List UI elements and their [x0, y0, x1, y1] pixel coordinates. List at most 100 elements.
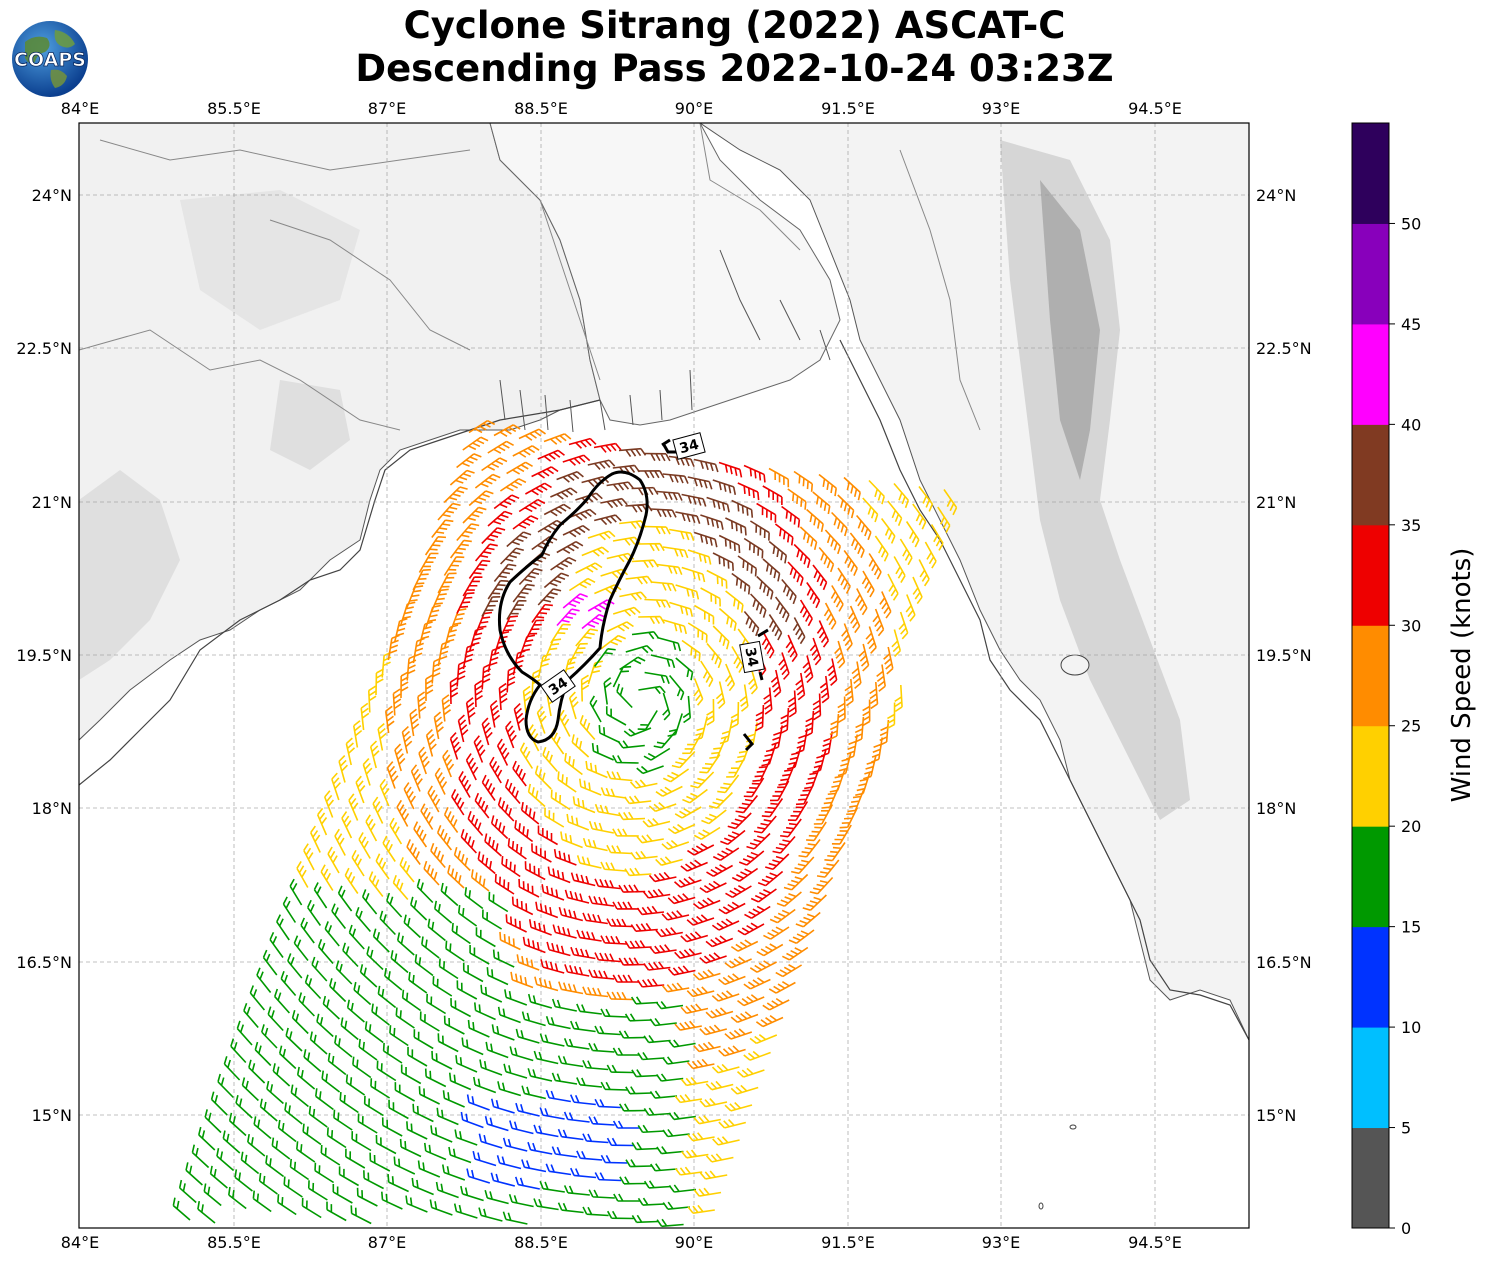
wind-barb — [725, 517, 747, 536]
colorbar-tick-label: 30 — [1401, 616, 1421, 635]
wind-barb — [631, 1214, 659, 1224]
map-title: Cyclone Sitrang (2022) ASCAT-C Descendin… — [0, 4, 1469, 90]
wind-barb — [755, 1014, 784, 1028]
wind-barb — [618, 884, 646, 893]
wind-barb — [706, 569, 728, 589]
wind-barb — [481, 663, 492, 690]
wind-barb — [606, 844, 633, 855]
colorbar-ticks: 0 5 10 15 20 25 30 35 40 45 50 — [1389, 214, 1421, 1238]
wind-barb — [431, 588, 449, 611]
wind-barb — [400, 601, 416, 626]
wind-barb — [770, 669, 782, 698]
wind-barb — [335, 960, 353, 985]
wind-barb — [272, 1063, 291, 1087]
wind-barb — [667, 893, 696, 905]
wind-barb — [568, 437, 597, 449]
lon-tick-bottom-4: 90°E — [675, 1233, 713, 1252]
wind-barb — [612, 606, 641, 617]
wind-barb — [451, 922, 471, 945]
wind-barb — [413, 821, 428, 848]
coast-odisha — [79, 399, 601, 786]
wind-barb — [363, 1170, 384, 1190]
wind-barb — [313, 882, 328, 909]
wind-barb — [456, 592, 475, 614]
wind-barb — [849, 532, 865, 559]
lon-tick-top-4: 90°E — [675, 99, 713, 118]
wind-barb — [259, 1098, 278, 1122]
wind-barb — [616, 683, 633, 709]
wind-barb — [606, 1064, 634, 1074]
wind-barb — [382, 835, 396, 862]
wind-barb — [625, 1086, 653, 1095]
wind-barb — [487, 440, 514, 454]
wind-barb — [743, 1050, 771, 1061]
wind-barb — [711, 990, 740, 1002]
lon-tick-bottom-2: 87°E — [368, 1233, 406, 1252]
colorbar-tick-label: 0 — [1401, 1219, 1411, 1238]
wind-barb — [384, 967, 403, 991]
wind-barb — [894, 684, 903, 713]
wind-barb — [774, 523, 794, 546]
wind-barb — [630, 996, 659, 1005]
wind-barb — [521, 1085, 546, 1100]
wind-barb — [363, 1095, 384, 1117]
wind-barb — [831, 824, 852, 845]
wind-barb — [692, 897, 721, 910]
wind-barb — [327, 1052, 347, 1076]
lon-tick-bottom-1: 85.5°E — [207, 1233, 261, 1252]
wind-barb — [876, 664, 886, 692]
wind-barb — [505, 720, 517, 749]
wind-barb — [770, 725, 783, 751]
wind-barb — [874, 535, 889, 562]
wind-barb — [235, 1095, 253, 1119]
wind-barb — [644, 525, 671, 535]
wind-barb — [727, 812, 752, 830]
wind-barb — [600, 497, 628, 509]
wind-barb — [795, 783, 815, 806]
wind-barb — [519, 742, 534, 769]
wind-barb — [631, 1069, 659, 1078]
wind-barb — [600, 1008, 627, 1018]
wind-barb — [788, 929, 815, 945]
colorbar-tick-label: 5 — [1401, 1119, 1411, 1138]
wind-barb — [424, 535, 447, 556]
wind-barb — [623, 727, 652, 737]
contour-label-1: 34 — [672, 432, 706, 460]
wind-barb — [650, 581, 677, 592]
wind-barb — [356, 1187, 378, 1207]
wind-barb — [533, 1198, 559, 1211]
wind-barb — [588, 969, 615, 980]
wind-barb — [535, 901, 559, 919]
wind-barb — [699, 754, 721, 774]
wind-barb — [493, 563, 517, 583]
wind-barb — [542, 746, 559, 773]
wind-barb — [718, 1045, 746, 1057]
wind-barb — [553, 848, 577, 866]
wind-barb — [484, 1116, 509, 1132]
wind-barb — [724, 663, 736, 692]
wind-barb — [582, 1206, 609, 1217]
wind-barb — [642, 888, 671, 899]
wind-barb — [509, 1046, 534, 1062]
wind-barb — [478, 1133, 503, 1149]
wind-barb — [276, 914, 290, 941]
wind-barb — [812, 491, 831, 515]
wind-barb — [490, 815, 509, 840]
wind-barb — [705, 935, 734, 948]
wind-barb — [756, 575, 774, 600]
wind-barb — [570, 872, 596, 887]
wind-barb — [464, 887, 484, 910]
contour-34-main — [498, 470, 649, 744]
wind-barb — [731, 867, 759, 882]
wind-barb — [481, 457, 508, 472]
wind-barb — [551, 1072, 578, 1085]
wind-barb — [563, 1185, 590, 1196]
wind-barb — [429, 1199, 453, 1216]
wind-barb — [406, 585, 424, 608]
wind-barb — [470, 869, 490, 892]
wind-barb — [456, 523, 480, 542]
wind-barb — [791, 856, 815, 875]
wind-barb — [280, 970, 297, 997]
wind-barb — [393, 618, 408, 643]
